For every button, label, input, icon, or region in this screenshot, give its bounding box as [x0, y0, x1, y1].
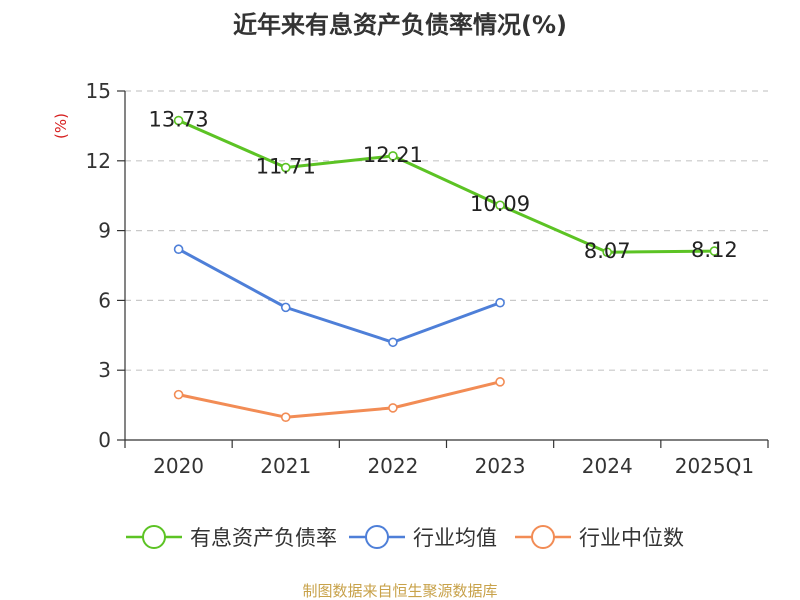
data-label: 8.12 — [691, 238, 738, 262]
y-tick-label: 15 — [86, 79, 111, 103]
chart-title: 近年来有息资产负债率情况(%) — [233, 11, 567, 39]
data-point-0-2 — [388, 151, 398, 161]
legend-marker — [365, 525, 389, 549]
axes: 0 3 6 9 12 15 2020 2021 2022 2023 2024 2025Q1 — [86, 79, 769, 478]
legend-marker — [142, 525, 166, 549]
legend-label: 行业中位数 — [579, 526, 684, 550]
x-tick-label: 2020 — [153, 454, 204, 478]
data-point-1-2 — [388, 337, 398, 348]
legend: 有息资产负债率 行业均值 行业中位数 — [126, 525, 684, 550]
data-point-0-5 — [709, 246, 720, 256]
data-point-0-3 — [495, 200, 505, 211]
data-point-0-0 — [173, 115, 184, 126]
legend-item-0[interactable]: 有息资产负债率 — [126, 525, 337, 550]
data-label: 12.21 — [363, 143, 423, 167]
data-label: 13.73 — [149, 108, 209, 132]
legend-marker — [531, 525, 555, 549]
grid-lines — [125, 90, 768, 371]
data-point-0-1 — [280, 162, 291, 173]
y-tick-label: 0 — [98, 428, 111, 452]
series-line-2 — [178, 380, 501, 419]
source-note: 制图数据来自恒生聚源数据库 — [302, 582, 497, 600]
data-label: 8.07 — [584, 239, 631, 263]
series-lines — [173, 115, 720, 422]
data-point-1-0 — [173, 244, 184, 255]
x-tick-label: 2021 — [260, 454, 311, 478]
y-axis-label: (%) — [52, 113, 70, 139]
x-tick-label: 2022 — [367, 454, 418, 478]
data-point-2-0 — [173, 389, 184, 400]
data-point-2-1 — [280, 412, 291, 422]
y-tick-label: 12 — [86, 149, 111, 173]
x-tick-label: 2025Q1 — [675, 454, 754, 478]
x-tick-label: 2024 — [582, 454, 633, 478]
y-tick-label: 3 — [98, 358, 111, 382]
legend-label: 行业均值 — [413, 526, 497, 550]
data-label: 11.71 — [256, 155, 316, 179]
y-tick-label: 6 — [98, 288, 111, 312]
series-line-1 — [177, 247, 501, 344]
data-point-2-2 — [388, 403, 398, 413]
legend-item-2[interactable]: 行业中位数 — [515, 525, 684, 550]
legend-label: 有息资产负债率 — [190, 526, 337, 550]
data-point-2-3 — [495, 377, 505, 387]
data-point-1-1 — [280, 302, 291, 313]
data-labels: 13.73 11.71 12.21 10.09 8.07 8.12 — [149, 108, 738, 264]
data-label: 10.09 — [470, 192, 530, 216]
data-point-0-4 — [602, 247, 613, 258]
y-tick-label: 9 — [98, 219, 111, 243]
data-point-1-3 — [495, 297, 505, 308]
x-tick-label: 2023 — [475, 454, 526, 478]
legend-item-1[interactable]: 行业均值 — [349, 525, 497, 550]
series-line-0 — [177, 119, 715, 254]
